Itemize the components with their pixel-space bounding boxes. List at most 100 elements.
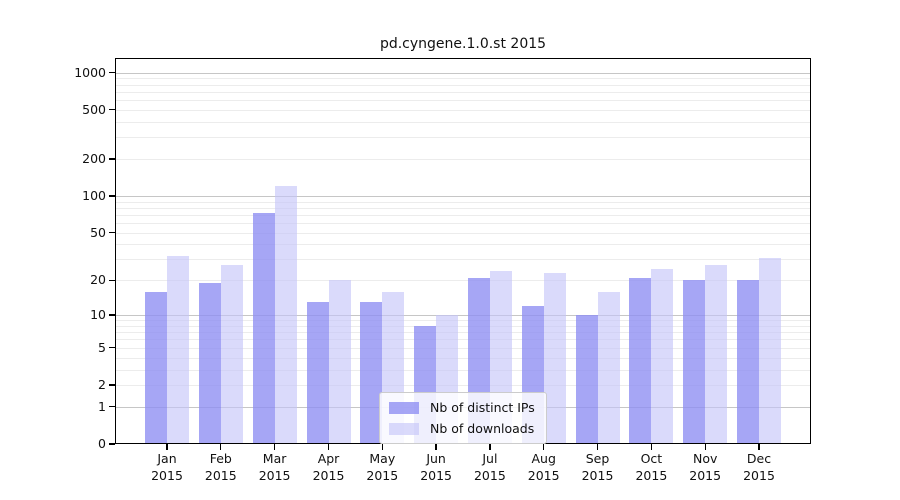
y-tick-label-5: 5 — [98, 339, 106, 355]
y-tick-mark-1000 — [109, 71, 115, 74]
gridline-2 — [115, 384, 811, 386]
y-tick-mark-5 — [109, 347, 115, 349]
gridline-800 — [115, 84, 811, 86]
y-tick-label-50: 50 — [90, 224, 106, 240]
x-tick-mark-oct — [650, 444, 653, 450]
x-tick-label-may: May 2015 — [366, 451, 399, 483]
bar-downloads-feb — [220, 264, 243, 444]
gridline-7 — [115, 332, 811, 334]
y-tick-label-1: 1 — [98, 398, 106, 414]
bar-distinct-ips-may — [360, 302, 383, 444]
legend-swatch-downloads — [389, 422, 419, 435]
x-tick-label-mar: Mar 2015 — [258, 451, 291, 483]
gridline-9 — [115, 320, 811, 322]
x-tick-label-apr: Apr 2015 — [312, 451, 345, 483]
y-tick-label-0: 0 — [98, 436, 106, 451]
gridline-10 — [115, 315, 811, 317]
x-tick-mark-may — [381, 444, 383, 450]
x-tick-mark-jan — [166, 444, 168, 450]
gridline-700 — [115, 91, 811, 93]
gridline-3 — [115, 369, 811, 371]
bar-downloads-nov — [705, 264, 728, 444]
bar-downloads-mar — [274, 186, 297, 444]
x-tick-mark-dec — [758, 444, 760, 450]
gridline-80 — [115, 207, 811, 209]
bar-distinct-ips-dec — [737, 280, 759, 444]
y-tick-mark-2 — [109, 384, 115, 386]
y-tick-mark-10 — [109, 314, 115, 316]
gridline-5 — [115, 347, 811, 349]
y-tick-label-2: 2 — [98, 376, 106, 392]
chart-title: pd.cyngene.1.0.st 2015 — [379, 36, 547, 52]
bar-downloads-aug — [543, 273, 566, 444]
y-tick-label-1000: 1000 — [74, 64, 106, 80]
bar-downloads-dec — [759, 257, 781, 444]
gridline-400 — [115, 121, 811, 123]
gridline-6 — [115, 339, 811, 341]
y-tick-mark-20 — [109, 279, 115, 281]
bar-downloads-apr — [328, 280, 351, 444]
gridline-50 — [115, 232, 811, 234]
y-tick-mark-200 — [109, 158, 115, 160]
x-tick-mark-aug — [543, 444, 545, 450]
gridline-8 — [115, 325, 811, 327]
gridline-60 — [115, 223, 811, 224]
x-tick-label-jul: Jul 2015 — [473, 451, 506, 483]
gridline-20 — [115, 280, 811, 282]
y-tick-label-20: 20 — [90, 272, 106, 288]
gridline-100 — [115, 195, 811, 197]
x-tick-label-jan: Jan 2015 — [151, 451, 183, 483]
x-tick-mark-apr — [327, 444, 330, 450]
gridline-90 — [115, 201, 811, 203]
x-tick-label-nov: Nov 2015 — [689, 451, 722, 483]
y-tick-mark-50 — [109, 231, 115, 234]
x-tick-mark-nov — [704, 444, 706, 450]
bar-distinct-ips-jan — [145, 291, 167, 444]
bar-distinct-ips-feb — [198, 282, 221, 444]
x-tick-label-jun: Jun 2015 — [420, 451, 452, 483]
bar-downloads-jan — [167, 256, 189, 444]
gridline-600 — [115, 100, 811, 101]
gridline-30 — [115, 259, 811, 261]
y-tick-mark-100 — [109, 195, 115, 197]
legend: Nb of distinct IPs Nb of downloads — [379, 392, 547, 444]
y-tick-label-500: 500 — [82, 101, 106, 117]
legend-label-downloads: Nb of downloads — [430, 421, 535, 436]
bar-downloads-sep — [597, 291, 620, 444]
y-tick-label-100: 100 — [82, 187, 106, 203]
gridline-500 — [115, 109, 811, 111]
gridline-300 — [115, 137, 811, 139]
bar-distinct-ips-mar — [252, 212, 275, 444]
y-tick-mark-0 — [109, 443, 115, 445]
bar-distinct-ips-nov — [683, 280, 706, 444]
bar-distinct-ips-apr — [306, 302, 329, 444]
x-tick-mark-jul — [489, 444, 491, 450]
x-tick-label-aug: Aug 2015 — [527, 451, 560, 483]
legend-label-distinct-ips: Nb of distinct IPs — [430, 400, 535, 415]
x-tick-mark-feb — [220, 444, 222, 450]
x-tick-label-feb: Feb 2015 — [204, 451, 237, 483]
gridline-1000 — [115, 72, 811, 74]
gridline-200 — [115, 158, 811, 160]
gridline-4 — [115, 357, 811, 359]
gridline-40 — [115, 244, 811, 246]
y-tick-mark-500 — [109, 109, 115, 111]
bar-downloads-oct — [651, 268, 674, 444]
legend-item-distinct-ips: Nb of distinct IPs — [389, 400, 535, 415]
y-tick-label-200: 200 — [82, 150, 106, 166]
y-tick-mark-1 — [109, 406, 115, 408]
x-tick-label-dec: Dec 2015 — [743, 451, 775, 483]
plot-area: Nb of distinct IPs Nb of downloads — [115, 58, 811, 444]
x-tick-mark-jun — [435, 444, 437, 450]
x-tick-mark-mar — [273, 444, 276, 450]
y-tick-label-10: 10 — [90, 307, 106, 323]
legend-item-downloads: Nb of downloads — [389, 421, 535, 436]
gridline-70 — [115, 214, 811, 216]
x-tick-label-sep: Sep 2015 — [581, 451, 614, 483]
bar-distinct-ips-sep — [575, 315, 598, 444]
bar-distinct-ips-oct — [629, 277, 652, 444]
gridline-900 — [115, 78, 811, 80]
x-tick-label-oct: Oct 2015 — [635, 451, 668, 483]
x-tick-mark-sep — [596, 444, 599, 450]
